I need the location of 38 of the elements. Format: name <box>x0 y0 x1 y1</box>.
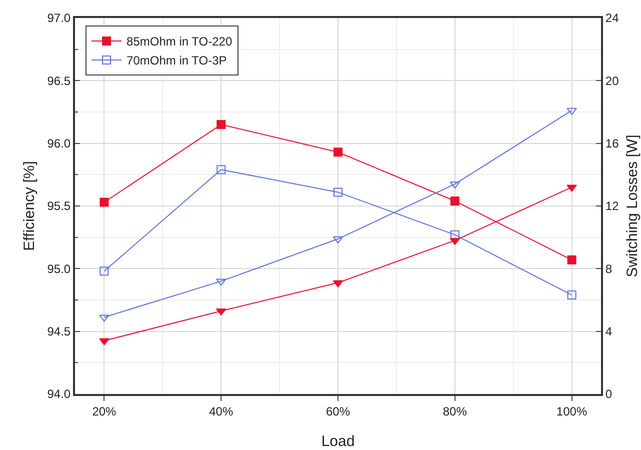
y2-tick-label: 24 <box>605 11 620 26</box>
y-tick-label: 96.0 <box>47 136 71 151</box>
y-tick-label: 97.0 <box>47 11 71 26</box>
x-tick-label: 100% <box>556 404 588 418</box>
y-tick-label: 94.0 <box>47 387 71 402</box>
y-tick-label: 94.5 <box>47 324 71 339</box>
point <box>334 188 342 197</box>
y2-tick-label: 0 <box>605 387 612 402</box>
legend-label: 85mOhm in TO-220 <box>126 34 232 49</box>
x-tick-label: 80% <box>442 404 468 418</box>
point <box>450 196 460 206</box>
y-tick-label: 95.0 <box>47 262 71 276</box>
point <box>566 108 577 115</box>
point <box>100 198 109 207</box>
point <box>216 120 226 130</box>
point <box>567 255 576 264</box>
y2-tick-label: 12 <box>605 199 620 214</box>
y2-axis-title: Switching Losses [W] <box>624 134 641 278</box>
x-tick-label: 60% <box>326 404 350 418</box>
point <box>567 290 576 300</box>
x-axis-title: Load <box>321 433 355 450</box>
y2-tick-label: 20 <box>605 74 620 88</box>
point <box>99 314 110 322</box>
x-tick-label: 20% <box>92 404 117 418</box>
point <box>99 338 110 346</box>
y2-tick-label: 16 <box>605 136 620 151</box>
point <box>216 165 226 174</box>
y-tick-label: 96.5 <box>47 74 71 88</box>
y2-tick-label: 4 <box>605 324 612 339</box>
point <box>450 230 460 240</box>
y-tick-label: 95.5 <box>47 199 71 214</box>
legend-label: 70mOhm in TO-3P <box>126 54 227 68</box>
y-axis-title: Efficiency [%] <box>21 161 38 251</box>
x-tick-label: 40% <box>209 404 234 418</box>
point <box>334 148 342 157</box>
point <box>566 184 577 192</box>
y2-tick-label: 8 <box>605 262 612 276</box>
point <box>100 266 109 276</box>
